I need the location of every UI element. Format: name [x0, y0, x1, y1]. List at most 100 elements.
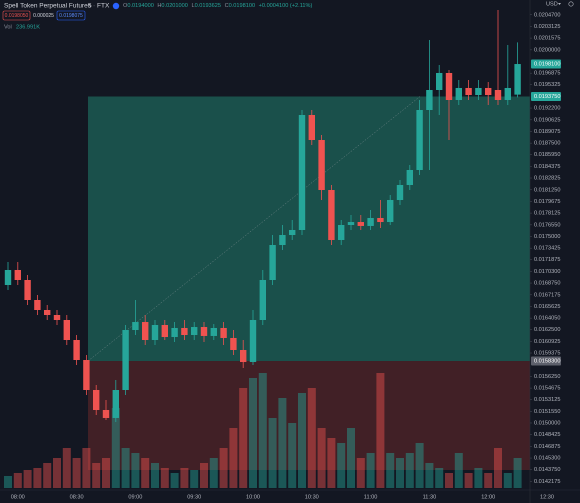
x-tick-label: 09:30	[187, 494, 201, 500]
volume-bar	[435, 468, 444, 488]
volume-bar	[121, 448, 130, 488]
sell-price[interactable]: 0.0198050	[5, 13, 29, 19]
candle-body	[93, 390, 100, 410]
exchange: FTX	[97, 3, 110, 10]
volume-bar	[180, 468, 189, 488]
volume-bar	[268, 418, 277, 488]
candle-body	[455, 87, 462, 100]
volume-bar	[92, 463, 101, 488]
y-tick-label: 0.0176550	[534, 222, 560, 228]
volume-bar	[464, 473, 473, 488]
volume-bar	[415, 443, 424, 488]
y-tick-label: 0.0192200	[534, 106, 560, 112]
y-tick-label: 0.0201575	[534, 36, 560, 42]
y-tick-label: 0.0204700	[534, 12, 560, 18]
y-tick-label: 0.0151550	[534, 409, 560, 415]
candle-body	[151, 325, 159, 340]
volume-bar	[141, 458, 150, 488]
candle-body	[44, 310, 51, 315]
price-label-bg	[531, 59, 561, 69]
volume-bar	[366, 453, 375, 488]
x-tick-label: 10:00	[246, 494, 260, 500]
y-tick-label: 0.0167175	[534, 292, 560, 298]
y-tick-label: 0.0159375	[534, 351, 560, 357]
volume-bar	[209, 458, 218, 488]
candle-body	[171, 327, 178, 338]
buy-button[interactable]	[56, 10, 86, 21]
settings-icon[interactable]	[568, 1, 574, 7]
x-tick-label: 11:00	[364, 494, 378, 500]
volume-bar	[102, 458, 110, 488]
volume-bar	[62, 448, 71, 488]
volume-bar	[160, 468, 169, 488]
axes: 08:00 08:30 09:00 09:30 10:00 10:30 11:00 11:30…	[11, 12, 561, 500]
y-tick-label: 0.0168750	[534, 281, 560, 287]
currency[interactable]: USD	[546, 1, 558, 7]
y-tick-label: 0.0170300	[534, 269, 560, 275]
candle-body	[73, 340, 80, 360]
candle-body	[230, 337, 237, 350]
volume-bar	[82, 448, 91, 488]
volume-bar	[513, 458, 522, 488]
candle-body	[485, 87, 492, 95]
ohlc-value: 0.0194000	[127, 3, 153, 9]
candle-body	[269, 245, 276, 280]
y-tick-label: 0.0195325	[534, 82, 560, 88]
ohlc-key: O	[123, 3, 128, 9]
candle-body	[210, 327, 217, 336]
y-tick-label: 0.0143750	[534, 467, 560, 473]
candle-body	[504, 87, 511, 100]
candle-body	[112, 390, 119, 418]
y-tick-label: 0.0160925	[534, 339, 560, 345]
price-axis-bg	[530, 0, 580, 490]
x-tick-label: 09:00	[128, 494, 142, 500]
separator: ·	[93, 3, 95, 10]
ohlc-key: L	[191, 3, 194, 9]
candle-body	[396, 185, 404, 200]
candle-body	[406, 170, 413, 185]
candle-body	[132, 322, 139, 330]
interval[interactable]: 5	[88, 3, 92, 10]
volume-bar	[13, 473, 22, 488]
volume-value: 236.991K	[16, 24, 40, 30]
y-tick-label: 0.0189075	[534, 129, 560, 135]
volume-bar	[474, 468, 483, 488]
ohlc-key: H	[157, 3, 161, 9]
volume-bar	[454, 453, 463, 488]
y-tick-label: 0.0156250	[534, 374, 560, 380]
candle-body	[465, 87, 472, 95]
y-tick-label: 0.0187500	[534, 141, 560, 147]
y-tick-label: 0.0173425	[534, 246, 560, 252]
sell-button[interactable]	[2, 10, 31, 21]
x-tick-label: 08:30	[70, 494, 84, 500]
candle-body	[4, 270, 12, 285]
ohlc-value: 0.0193625	[195, 3, 221, 9]
currency-caret[interactable]	[558, 3, 561, 5]
buy-price[interactable]: 0.0198075	[59, 13, 83, 19]
spread: 0.000025	[33, 13, 54, 19]
loss-zone	[88, 361, 530, 470]
y-tick-label: 0.0164050	[534, 316, 560, 322]
status-icon[interactable]	[112, 2, 120, 10]
volume-bar	[386, 453, 395, 488]
y-tick-label: 0.0184375	[534, 164, 560, 170]
volume-bar	[111, 408, 120, 488]
candle-body	[53, 315, 61, 320]
price-label-bg	[531, 356, 561, 366]
candle-body	[191, 327, 198, 335]
candle-body	[328, 190, 335, 240]
volume-bar	[288, 423, 297, 488]
candle-body	[416, 110, 423, 170]
volume-bar	[23, 470, 32, 488]
x-tick-label: 10:30	[305, 494, 319, 500]
candle-body	[279, 235, 286, 245]
candle-body	[200, 327, 208, 336]
volume-bar	[258, 373, 267, 488]
candle-body	[142, 322, 149, 340]
y-tick-label: 0.0145300	[534, 456, 560, 462]
candle-body	[249, 320, 257, 363]
ohlc-value: 0.0198100	[229, 3, 255, 9]
y-tick-label: 0.0175000	[534, 234, 560, 240]
candle-body	[259, 280, 266, 320]
volume-bar	[425, 463, 434, 488]
